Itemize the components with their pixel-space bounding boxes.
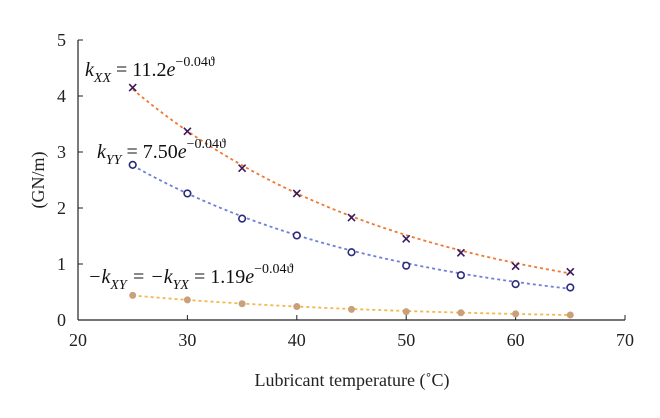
point-circle-marker [402, 261, 411, 270]
y-tick-label: 2 [57, 198, 66, 218]
point-dot-marker [566, 311, 574, 319]
annotation-kxx-lhs: k [85, 59, 95, 81]
y-ticks: 0 1 2 3 4 5 [57, 30, 83, 330]
point-circle-marker [292, 231, 301, 240]
data-points [128, 83, 575, 319]
point-dot-marker [512, 310, 520, 318]
annotation-kxx-exp: −0.04ϑ [175, 55, 214, 70]
x-tick-label: 60 [507, 330, 525, 350]
point-x-marker [347, 213, 356, 222]
plot-area: 20 30 40 50 60 70 0 1 2 3 4 5 [57, 30, 634, 350]
point-circle-marker [456, 271, 466, 280]
point-x-marker [292, 189, 301, 198]
annotation-kyy-base: e [178, 141, 187, 163]
annotation-kxx-base: e [167, 59, 176, 81]
annotation-kxy-sub: XY [109, 278, 129, 293]
point-dot-marker [348, 305, 355, 313]
point-circle-marker [238, 214, 247, 223]
annotation-kyy-sub: YY [106, 153, 124, 168]
point-x-marker [402, 234, 411, 243]
annotation-kxy-base: e [245, 266, 254, 288]
x-tick-label: 20 [69, 330, 87, 350]
fit-curve-2 [132, 294, 571, 316]
point-circle-marker [183, 189, 192, 198]
x-tick-label: 30 [178, 330, 196, 350]
annotation-kxy-mid: = −k [127, 266, 174, 288]
annotation-kxy-exp: −0.04ϑ [254, 262, 293, 277]
x-tick-label: 40 [288, 330, 306, 350]
point-x-marker [456, 248, 465, 257]
point-circle-marker [128, 160, 137, 169]
point-x-marker [238, 164, 247, 173]
fit-curve-0 [132, 88, 571, 275]
point-x-marker [128, 83, 137, 92]
annotation-kyy-exp: −0.04ϑ [187, 137, 226, 152]
point-circle-marker [566, 283, 575, 292]
annotation-kyx-sub: YX [173, 278, 190, 293]
point-dot-marker [457, 309, 465, 317]
x-ticks: 20 30 40 50 60 70 [69, 315, 634, 350]
point-x-marker [566, 267, 575, 276]
point-dot-marker [238, 300, 246, 308]
point-dot-marker [402, 308, 410, 316]
annotation-kyy-lhs: k [97, 141, 107, 163]
point-x-marker [183, 127, 192, 136]
y-tick-label: 5 [57, 30, 66, 50]
point-circle-marker [511, 280, 520, 289]
annotation-kyy: kYY = 7.50e−0.04ϑ [97, 137, 226, 168]
annotation-kyy-rest: = 7.50 [121, 141, 177, 163]
x-tick-label: 70 [616, 330, 634, 350]
point-circle-marker [347, 248, 356, 257]
y-tick-label: 4 [57, 86, 66, 106]
annotation-kxx-rest: = 11.2 [111, 59, 167, 81]
y-tick-label: 1 [57, 254, 66, 274]
annotation-kxy-lhs: −k [88, 266, 111, 288]
x-tick-label: 50 [397, 330, 415, 350]
annotation-kxx-sub: XX [93, 71, 112, 86]
point-dot-marker [183, 296, 191, 304]
annotation-kxy-rest: = 1.19 [189, 266, 245, 288]
point-x-marker [511, 262, 520, 271]
point-dot-marker [129, 291, 137, 299]
y-tick-label: 0 [57, 310, 66, 330]
y-axis-title: (GN/m) [28, 152, 49, 209]
y-tick-label: 3 [57, 142, 66, 162]
annotation-kxy: −kXY = −kYX = 1.19e−0.04ϑ [88, 262, 294, 293]
annotation-kxx: kXX = 11.2e−0.04ϑ [85, 55, 215, 86]
point-dot-marker [293, 303, 301, 311]
x-axis-title: Lubricant temperature (˚C) [255, 370, 450, 391]
